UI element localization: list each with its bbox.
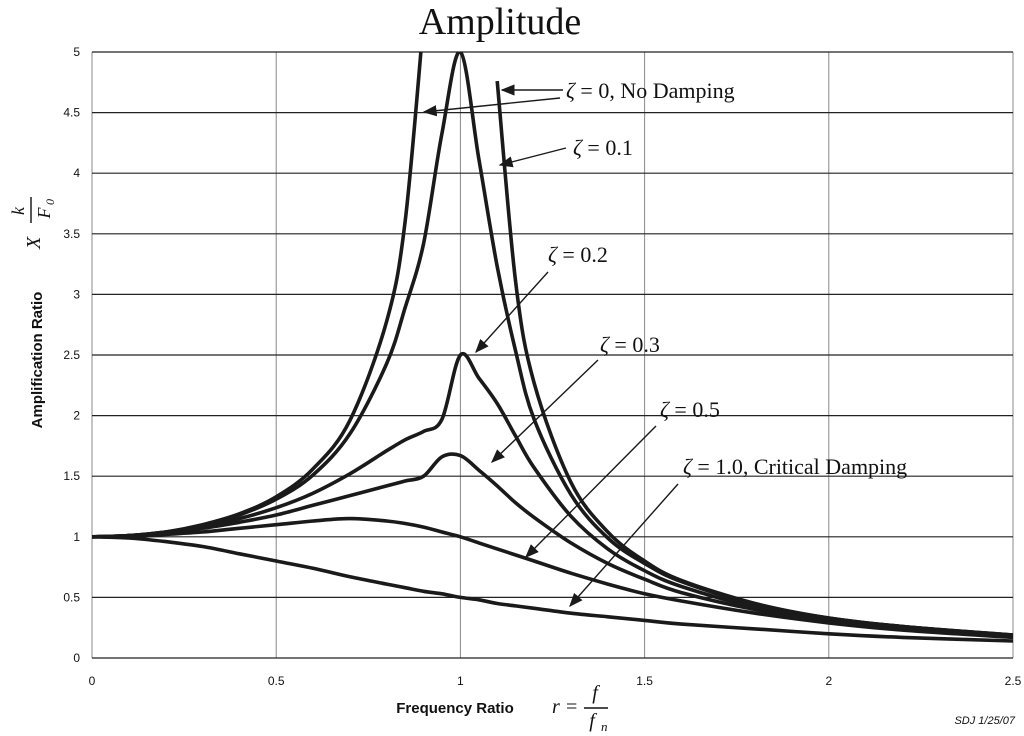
y-axis-formula: X k F 0 (8, 197, 57, 250)
annotation-greek-letter: ζ (683, 454, 694, 479)
annotation-greek-letter: ζ (548, 242, 559, 267)
curves (92, 52, 1013, 643)
annotation-text: = 0.5 (669, 397, 720, 422)
annotation-text: = 0.2 (557, 242, 608, 267)
x-tick-label: 2 (825, 674, 832, 688)
series-line-zeta-0.3 (92, 452, 1013, 638)
y-tick-label: 3 (73, 287, 80, 301)
y-tick-label: 4.5 (63, 106, 80, 120)
series-line-zeta-0.2 (92, 351, 1013, 638)
chart-title: Amplitude (419, 1, 582, 43)
y-formula-denominator: F (34, 207, 54, 220)
x-axis-label: Frequency Ratio (396, 700, 514, 717)
annotation-label: ζ = 1.0, Critical Damping (683, 454, 907, 479)
y-tick-label: 0.5 (63, 590, 80, 604)
credit-label: SDJ 1/25/07 (954, 715, 1015, 727)
y-tick-label: 3.5 (63, 227, 80, 241)
tick-labels: 0 0.5 1 1.5 2 2.5 0 0.5 1 1.5 2 2.5 3 3.5 4 4.5 5 (63, 45, 1021, 688)
y-tick-label: 0 (73, 651, 80, 665)
x-formula-denominator: f (589, 710, 597, 732)
y-tick-label: 1.5 (63, 469, 80, 483)
annotation-text: = 0.1 (582, 135, 633, 160)
annotation-label: ζ = 0, No Damping (566, 78, 735, 103)
annotation-arrow (490, 359, 599, 463)
annotation-label: ζ = 0.5 (660, 397, 720, 422)
x-tick-label: 2.5 (1005, 674, 1022, 688)
x-tick-label: 1.5 (636, 674, 653, 688)
y-formula-x: X (23, 236, 45, 250)
annotation-greek-letter: ζ (660, 397, 671, 422)
x-tick-label: 0 (89, 674, 96, 688)
y-tick-label: 5 (73, 45, 80, 59)
y-tick-label: 2.5 (63, 348, 80, 362)
y-tick-label: 1 (73, 530, 80, 544)
annotation-text: = 1.0, Critical Damping (692, 454, 907, 479)
series-line-zeta-0.5 (92, 516, 1013, 640)
series-line-zeta-0.1 (92, 52, 1013, 637)
x-axis-formula: r = f f n (552, 682, 608, 734)
x-formula-denominator-sub: n (601, 719, 608, 734)
series-line-zeta-0 (495, 80, 1013, 637)
grid (91, 51, 1014, 659)
y-tick-label: 2 (73, 409, 80, 423)
annotation-greek-letter: ζ (573, 135, 584, 160)
annotation-arrow (569, 483, 679, 608)
x-tick-label: 0.5 (268, 674, 285, 688)
y-axis-label: Amplification Ratio (29, 292, 46, 429)
y-tick-label: 4 (73, 166, 80, 180)
annotation-arrow (475, 271, 549, 354)
annotation-arrow (422, 97, 561, 117)
x-tick-label: 1 (457, 674, 464, 688)
annotation-greek-letter: ζ (566, 78, 577, 103)
annotation-text: = 0.3 (609, 332, 660, 357)
series-line-zeta-1 (92, 535, 1013, 643)
annotation-label: ζ = 0.2 (548, 242, 608, 267)
annotation-arrow (525, 425, 657, 558)
annotation-greek-letter: ζ (600, 332, 611, 357)
annotation-arrow (498, 147, 567, 168)
x-formula-lhs: r = (552, 696, 578, 718)
y-formula-numerator: k (8, 206, 28, 215)
annotation-label: ζ = 0.3 (600, 332, 660, 357)
y-formula-denominator-sub: 0 (43, 199, 57, 205)
annotation-label: ζ = 0.1 (573, 135, 633, 160)
annotation-text: = 0, No Damping (575, 78, 735, 103)
x-formula-numerator: f (592, 682, 600, 704)
y-axis-label-group: Amplification Ratio (29, 292, 46, 429)
